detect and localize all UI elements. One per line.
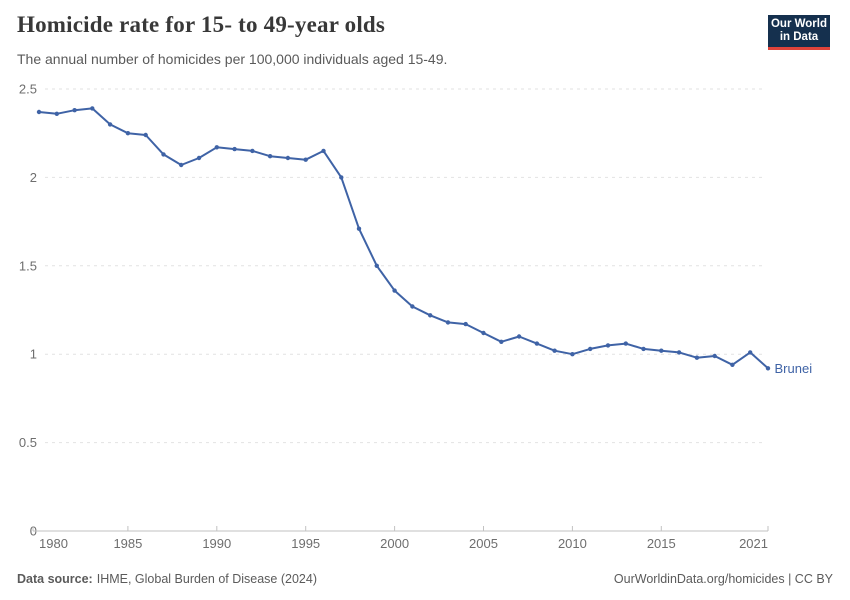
chart-line[interactable] [38, 107, 769, 370]
data-point-marker[interactable] [552, 348, 557, 353]
data-point-marker[interactable] [179, 162, 184, 168]
data-point-marker[interactable] [196, 155, 202, 161]
data-point-marker[interactable] [694, 355, 700, 360]
data-point-marker[interactable] [36, 109, 42, 115]
x-axis-tick-label: 1990 [202, 536, 231, 551]
data-point-marker[interactable] [641, 346, 646, 352]
x-axis-tick-label: 1985 [113, 536, 142, 551]
y-axis-tick-label: 2.5 [19, 82, 37, 97]
data-source: Data source: IHME, Global Burden of Disea… [17, 572, 317, 586]
data-point-marker[interactable] [54, 111, 59, 117]
data-point-marker[interactable] [285, 155, 291, 161]
series-end-label: Brunei [775, 361, 813, 376]
data-point-marker[interactable] [463, 321, 468, 327]
owid-logo[interactable]: Our World in Data [768, 15, 830, 50]
x-axis-tick-label: 2000 [380, 536, 409, 551]
x-axis-tick-label: 1980 [39, 536, 68, 551]
data-point-marker[interactable] [214, 145, 219, 150]
data-point-marker[interactable] [267, 154, 273, 159]
data-point-marker[interactable] [765, 366, 771, 371]
chart-footer: Data source: IHME, Global Burden of Disea… [17, 572, 833, 586]
owid-url-link[interactable]: OurWorldinData.org/homicides | CC BY [613, 572, 833, 586]
data-source-text: IHME, Global Burden of Disease (2024) [96, 572, 317, 586]
y-axis-tick-label: 1 [30, 347, 37, 362]
data-point-marker[interactable] [90, 106, 95, 111]
x-axis-tick-label: 2021 [739, 536, 768, 551]
data-point-marker[interactable] [605, 343, 611, 348]
data-point-marker[interactable] [481, 330, 486, 336]
y-axis-tick-label: 1.5 [19, 258, 37, 273]
x-axis-tick-label: 2015 [647, 536, 676, 551]
owid-logo-line1: Our World [770, 17, 827, 30]
y-axis-tick-label: 0.5 [19, 435, 37, 450]
data-point-marker[interactable] [676, 350, 682, 355]
data-point-marker[interactable] [392, 288, 397, 293]
data-point-marker[interactable] [374, 263, 379, 268]
data-point-marker[interactable] [72, 108, 77, 113]
data-point-marker[interactable] [250, 148, 255, 154]
page-title: Homicide rate for 15- to 49-year olds [17, 12, 386, 37]
data-point-marker[interactable] [143, 132, 148, 138]
data-point-marker[interactable] [321, 148, 326, 154]
chart-subtitle: The annual number of homicides per 100,0… [17, 51, 448, 67]
data-point-marker[interactable] [428, 313, 433, 318]
y-axis-tick-label: 2 [30, 170, 37, 185]
data-point-marker[interactable] [445, 320, 451, 325]
data-point-marker[interactable] [570, 352, 575, 357]
owid-logo-line2: in Data [779, 31, 819, 43]
data-source-label: Data source: [17, 572, 93, 586]
data-point-marker[interactable] [730, 362, 735, 367]
data-point-marker[interactable] [516, 334, 522, 339]
data-point-marker[interactable] [712, 353, 717, 359]
data-point-marker[interactable] [499, 339, 504, 344]
data-point-marker[interactable] [356, 226, 362, 231]
data-point-marker[interactable] [659, 348, 664, 353]
data-point-marker[interactable] [125, 131, 131, 136]
data-point-marker[interactable] [588, 346, 593, 352]
data-point-marker[interactable] [339, 175, 344, 180]
x-axis-tick-label: 1995 [291, 536, 320, 551]
data-point-marker[interactable] [161, 152, 166, 157]
data-point-marker[interactable] [534, 341, 540, 346]
data-point-marker[interactable] [410, 304, 415, 309]
data-point-marker[interactable] [623, 341, 628, 346]
data-point-marker[interactable] [303, 157, 308, 162]
data-point-marker[interactable] [232, 146, 237, 152]
x-axis-tick-label: 2010 [558, 536, 587, 551]
data-point-marker[interactable] [107, 122, 113, 127]
data-point-marker[interactable] [748, 350, 753, 355]
x-axis-tick-label: 2005 [469, 536, 498, 551]
